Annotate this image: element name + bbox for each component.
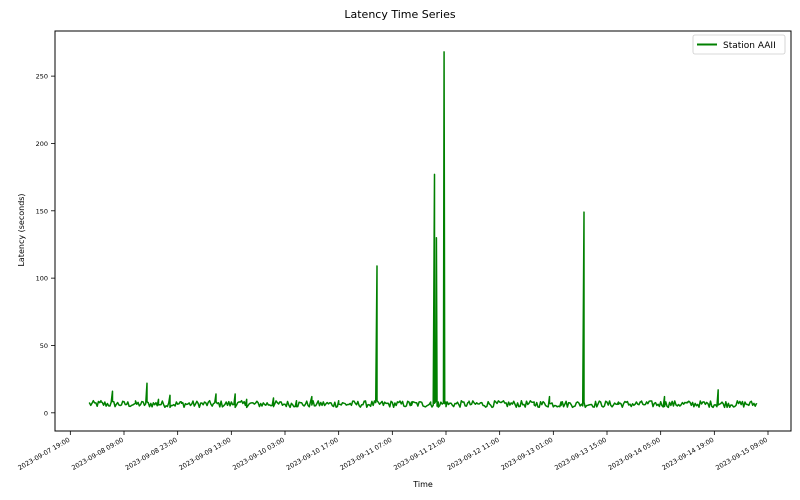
plot-frame xyxy=(54,30,792,432)
y-tick-label: 250 xyxy=(36,73,48,81)
legend-box xyxy=(692,34,786,55)
y-axis-ticks: 0 50 100 150 200 250 xyxy=(36,73,55,417)
x-axis-label: Time xyxy=(412,480,433,489)
series-line-station-aaii xyxy=(88,51,758,409)
legend: Station AAII xyxy=(692,34,786,55)
y-tick-label: 150 xyxy=(36,207,48,215)
y-tick-label: 100 xyxy=(36,275,48,283)
legend-label-station-aaii: Station AAII xyxy=(723,41,776,51)
y-tick-label: 0 xyxy=(44,409,48,417)
series-layer xyxy=(88,51,758,409)
chart-title: Latency Time Series xyxy=(344,8,455,21)
y-tick-label: 50 xyxy=(40,342,48,350)
y-tick-label: 200 xyxy=(36,140,48,148)
y-axis-label: Latency (seconds) xyxy=(17,193,26,266)
